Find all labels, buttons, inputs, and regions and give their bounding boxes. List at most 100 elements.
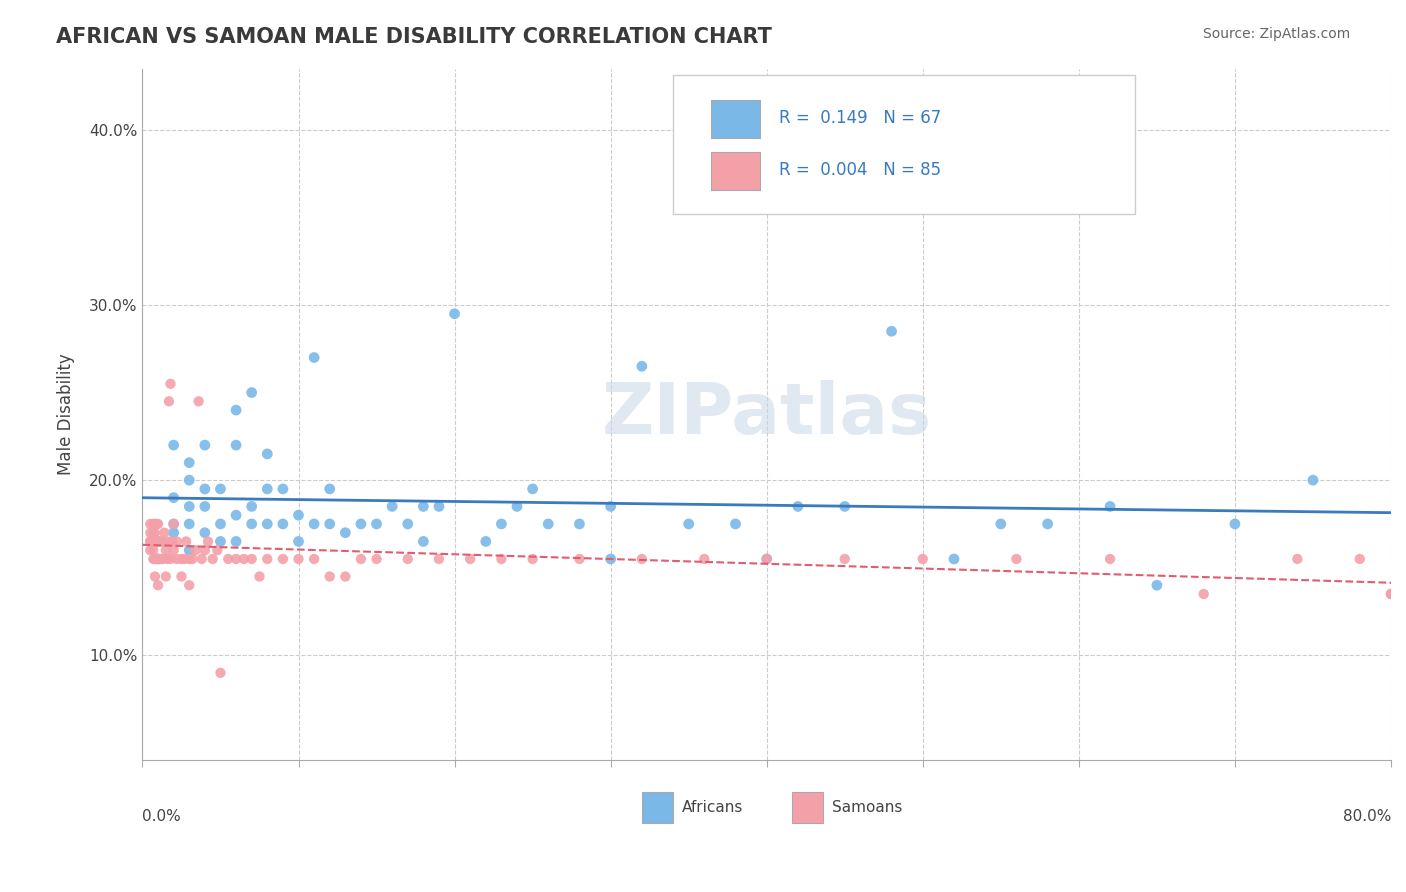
Point xyxy=(443,307,465,321)
Point xyxy=(166,534,188,549)
Point xyxy=(834,552,856,566)
Text: 0.0%: 0.0% xyxy=(142,809,181,824)
Bar xyxy=(710,100,761,137)
Point xyxy=(146,578,169,592)
Point xyxy=(256,482,278,496)
Point xyxy=(396,516,419,531)
Point xyxy=(146,516,169,531)
Point xyxy=(173,552,195,566)
Point xyxy=(319,482,342,496)
Point xyxy=(287,552,309,566)
Point xyxy=(240,552,263,566)
Point xyxy=(1379,587,1402,601)
Point xyxy=(153,525,176,540)
Point xyxy=(287,508,309,523)
Point xyxy=(143,516,166,531)
Text: Africans: Africans xyxy=(682,800,744,815)
Point xyxy=(381,500,404,514)
Point xyxy=(209,516,232,531)
Point xyxy=(225,552,247,566)
Point xyxy=(194,482,217,496)
Text: R =  0.004   N = 85: R = 0.004 N = 85 xyxy=(779,161,942,179)
Point xyxy=(491,516,513,531)
Point xyxy=(350,516,373,531)
Point xyxy=(1286,552,1309,566)
Point xyxy=(1348,552,1371,566)
Point xyxy=(396,552,419,566)
Point xyxy=(170,552,193,566)
Point xyxy=(427,552,450,566)
Point xyxy=(207,543,229,558)
Point xyxy=(160,534,183,549)
Point xyxy=(142,534,165,549)
Point xyxy=(319,516,342,531)
Point xyxy=(880,324,903,338)
Point xyxy=(163,525,186,540)
Point xyxy=(143,525,166,540)
Point xyxy=(755,552,778,566)
Point xyxy=(787,500,810,514)
Point xyxy=(1223,516,1246,531)
Point xyxy=(412,500,434,514)
Point xyxy=(170,569,193,583)
Point xyxy=(458,552,481,566)
Point xyxy=(181,552,204,566)
Point xyxy=(366,516,388,531)
Point xyxy=(163,516,186,531)
Point xyxy=(599,500,621,514)
Point xyxy=(217,552,239,566)
Text: AFRICAN VS SAMOAN MALE DISABILITY CORRELATION CHART: AFRICAN VS SAMOAN MALE DISABILITY CORREL… xyxy=(56,27,772,46)
Point xyxy=(302,516,325,531)
Point xyxy=(302,351,325,365)
Point xyxy=(911,552,934,566)
Point xyxy=(1302,473,1324,487)
Point xyxy=(240,500,263,514)
Point xyxy=(150,534,173,549)
Point xyxy=(1379,587,1402,601)
Point xyxy=(1099,500,1122,514)
Point xyxy=(179,500,201,514)
Point xyxy=(755,552,778,566)
Point xyxy=(194,500,217,514)
Point xyxy=(201,552,224,566)
Point xyxy=(256,447,278,461)
Point xyxy=(475,534,498,549)
Point xyxy=(249,569,271,583)
Text: R =  0.149   N = 67: R = 0.149 N = 67 xyxy=(779,110,942,128)
Point xyxy=(187,394,209,409)
Point xyxy=(427,500,450,514)
Point xyxy=(522,552,544,566)
Point xyxy=(271,516,294,531)
Text: Source: ZipAtlas.com: Source: ZipAtlas.com xyxy=(1202,27,1350,41)
Point xyxy=(150,552,173,566)
Point xyxy=(184,543,207,558)
Text: 80.0%: 80.0% xyxy=(1343,809,1391,824)
Point xyxy=(1192,587,1215,601)
Point xyxy=(678,516,700,531)
Point xyxy=(491,552,513,566)
Point xyxy=(179,552,201,566)
Point xyxy=(568,516,591,531)
Point xyxy=(139,525,162,540)
Point xyxy=(139,534,162,549)
Point xyxy=(1036,516,1059,531)
Point xyxy=(143,552,166,566)
Point xyxy=(159,552,181,566)
Bar xyxy=(710,152,761,190)
Point xyxy=(174,534,197,549)
Point xyxy=(943,552,966,566)
Point xyxy=(225,403,247,417)
Point xyxy=(156,552,179,566)
Point xyxy=(537,516,560,531)
Point xyxy=(1379,587,1402,601)
Point xyxy=(142,543,165,558)
Point xyxy=(1005,552,1028,566)
Point xyxy=(335,525,357,540)
Point xyxy=(152,552,174,566)
Point xyxy=(209,534,232,549)
Point xyxy=(412,534,434,549)
Point xyxy=(335,569,357,583)
Point xyxy=(302,552,325,566)
Point xyxy=(240,516,263,531)
Point xyxy=(146,552,169,566)
